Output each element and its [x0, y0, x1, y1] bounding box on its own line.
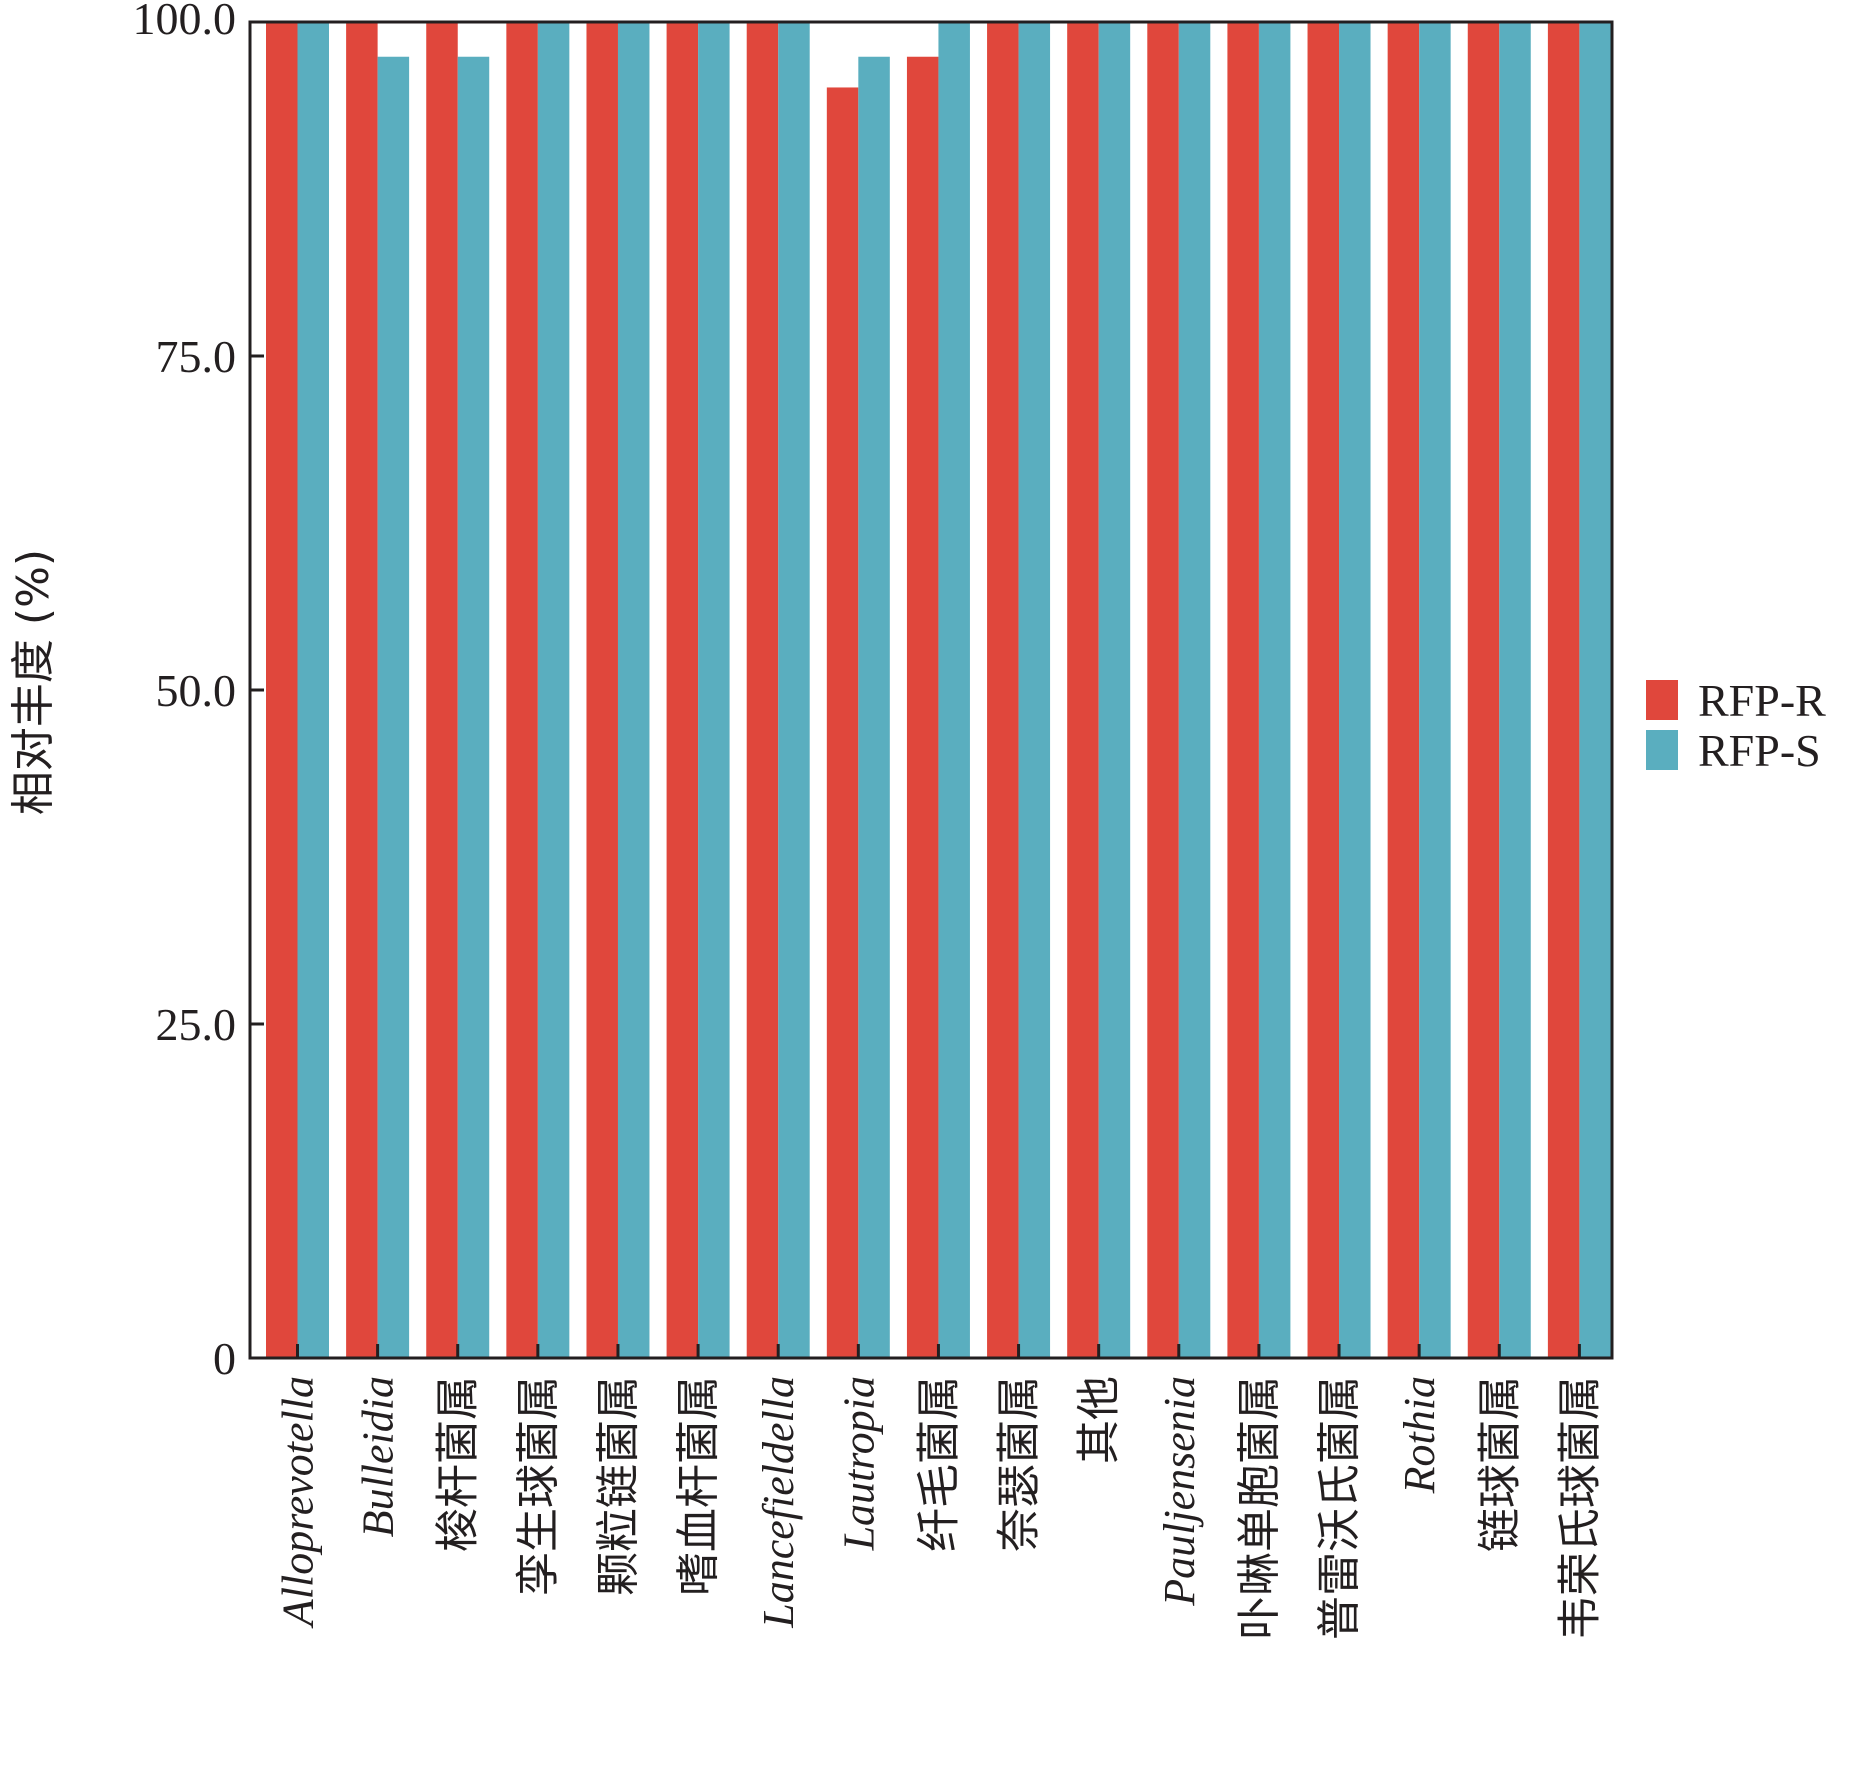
bar-rfp-s-7 — [858, 56, 890, 1359]
bar-rfp-s-0 — [297, 22, 329, 1358]
bar-rfp-s-12 — [1258, 22, 1291, 1358]
x-tick-label: Lautropia — [834, 1376, 883, 1551]
bar-rfp-r-0 — [266, 22, 298, 1358]
bar-rfp-r-11 — [1147, 22, 1179, 1358]
bar-rfp-r-4 — [586, 22, 618, 1358]
bar-rfp-r-5 — [666, 22, 699, 1358]
y-tick-label: 75.0 — [156, 331, 237, 382]
bars-group — [266, 22, 1611, 1359]
x-tick-label: 韦荣氏球菌属 — [1555, 1376, 1604, 1640]
bar-rfp-s-11 — [1178, 22, 1211, 1358]
x-tick-label: 纤毛菌属 — [914, 1376, 963, 1552]
y-ticks-group: 0 25.0 50.0 75.0 100.0 — [133, 0, 264, 1384]
y-tick-label: 50.0 — [156, 665, 237, 716]
bar-rfp-r-15 — [1467, 22, 1500, 1358]
legend-label-rfp-r: RFP-R — [1698, 675, 1826, 726]
bar-rfp-r-9 — [987, 22, 1019, 1358]
bar-rfp-r-12 — [1227, 22, 1259, 1358]
x-tick-label: 梭杆菌属 — [434, 1376, 483, 1552]
legend-label-rfp-s: RFP-S — [1698, 725, 1821, 776]
bar-rfp-r-3 — [506, 22, 538, 1358]
x-tick-label: 普雷沃氏菌属 — [1315, 1376, 1364, 1640]
y-axis-label: 相对丰度 (%) — [8, 549, 59, 815]
bar-rfp-s-13 — [1339, 22, 1371, 1358]
x-tick-label: Lancefieldella — [754, 1376, 803, 1629]
x-tick-label: 其他 — [1075, 1376, 1124, 1464]
bar-rfp-s-16 — [1579, 22, 1611, 1358]
bar-rfp-r-6 — [746, 22, 779, 1358]
bar-rfp-s-1 — [377, 56, 410, 1359]
bar-rfp-s-5 — [698, 22, 730, 1358]
x-tick-label: 孪生球菌属 — [514, 1376, 563, 1596]
bar-rfp-r-2 — [426, 22, 458, 1358]
bar-rfp-s-14 — [1419, 22, 1451, 1358]
bar-rfp-s-2 — [457, 56, 490, 1359]
bar-rfp-r-10 — [1067, 22, 1099, 1358]
legend-swatch-rfp-r — [1646, 680, 1678, 720]
bar-rfp-s-15 — [1499, 22, 1531, 1358]
x-tick-label: Bulleidia — [354, 1376, 403, 1537]
bar-rfp-r-13 — [1307, 22, 1340, 1358]
bar-rfp-r-14 — [1387, 22, 1420, 1358]
bar-rfp-r-7 — [826, 87, 859, 1359]
bar-rfp-s-9 — [1018, 22, 1051, 1358]
x-tick-label: 卟啉单胞菌属 — [1235, 1376, 1284, 1640]
x-tick-label: 奈瑟菌属 — [995, 1376, 1044, 1552]
x-tick-label: 链球菌属 — [1475, 1376, 1524, 1552]
y-tick-label: 25.0 — [156, 999, 237, 1050]
bar-rfp-s-8 — [938, 22, 970, 1358]
bar-rfp-s-4 — [617, 22, 650, 1358]
bar-rfp-r-8 — [906, 56, 939, 1359]
bar-rfp-s-10 — [1098, 22, 1131, 1358]
x-tick-label: 颗粒链菌属 — [594, 1376, 643, 1596]
y-tick-label: 100.0 — [133, 0, 237, 44]
x-tick-label: Alloprevotella — [274, 1376, 323, 1629]
bar-rfp-s-3 — [537, 22, 570, 1358]
bar-rfp-r-1 — [346, 22, 378, 1358]
x-ticks-group: Alloprevotella Bulleidia 梭杆菌属 孪生球菌属 颗粒链菌属 嗜血杆… — [274, 1344, 1604, 1640]
bar-rfp-s-6 — [778, 22, 810, 1358]
x-tick-label: Rothia — [1395, 1376, 1444, 1494]
x-tick-label: Pauljensenia — [1155, 1376, 1204, 1607]
x-tick-label: 嗜血杆菌属 — [674, 1376, 723, 1596]
legend-swatch-rfp-s — [1646, 730, 1678, 770]
bar-rfp-r-16 — [1547, 22, 1580, 1358]
y-tick-label: 0 — [213, 1333, 236, 1384]
